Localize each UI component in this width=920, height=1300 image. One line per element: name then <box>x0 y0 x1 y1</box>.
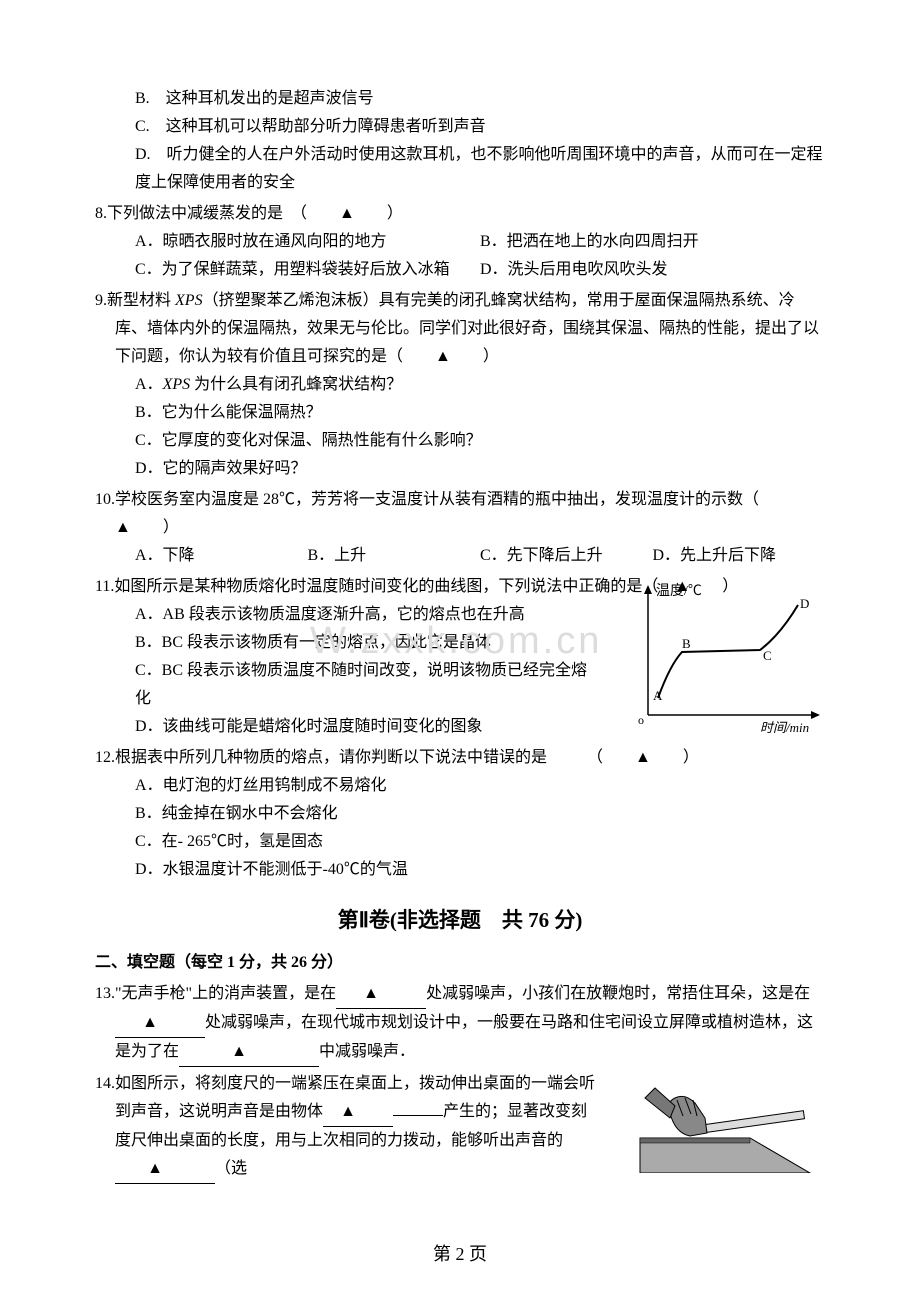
q14-blank1: ▲ <box>323 1098 393 1127</box>
q10-optC: C．先下降后上升 <box>480 542 653 570</box>
q8-optB: B．把洒在地上的水向四周扫开 <box>480 228 825 256</box>
q9-optA-xps: XPS <box>163 376 191 393</box>
q11-optD: D．该曲线可能是蜡熔化时温度随时间变化的图象 <box>135 713 595 741</box>
q13-p4: 中减弱噪声． <box>319 1043 415 1060</box>
q13-blank2: ▲ <box>115 1009 205 1038</box>
q10-optD: D．先上升后下降 <box>653 542 826 570</box>
q11-optA: A．AB 段表示该物质温度逐渐升高，它的熔点也在升高 <box>135 601 595 629</box>
q8-optC: C．为了保鲜蔬菜，用塑料袋装好后放入冰箱 <box>135 256 480 284</box>
q13-blank3: ▲ <box>179 1038 319 1067</box>
q9-stem-pre: 9.新型材料 <box>95 292 175 309</box>
q10-optA: A．下降 <box>135 542 308 570</box>
q8: 8.下列做法中减缓蒸发的是 （ ▲ ） A．晾晒衣服时放在通风向阳的地方 B．把… <box>95 200 825 284</box>
q9-optA-post: 为什么具有闭孔蜂窝状结构？ <box>194 376 402 393</box>
q14-blank1b <box>393 1115 443 1116</box>
q7-optD: D. 听力健全的人在户外活动时使用这款耳机，也不影响他听周围环境中的声音，从而可… <box>135 141 825 197</box>
q12: 12.根据表中所列几种物质的熔点，请你判断以下说法中错误的是 （ ▲ ） A．电… <box>95 744 825 884</box>
q9-optD: D．它的隔声效果好吗？ <box>135 455 825 483</box>
svg-text:A: A <box>653 688 663 703</box>
q9-xps: XPS <box>175 292 203 309</box>
q9-optC: C．它厚度的变化对保温、隔热性能有什么影响？ <box>135 427 825 455</box>
q13: 13."无声手枪"上的消声装置，是在▲处减弱噪声，小孩们在放鞭炮时，常捂住耳朵，… <box>95 980 825 1067</box>
q13-p2: 处减弱噪声，小孩们在放鞭炮时，常捂住耳朵，这是在 <box>426 985 810 1002</box>
q7-optC: C. 这种耳机可以帮助部分听力障碍患者听到声音 <box>135 113 825 141</box>
q13-p1: 13."无声手枪"上的消声装置，是在 <box>95 985 336 1002</box>
svg-text:时间/min: 时间/min <box>760 720 809 735</box>
page-number: 第 2 页 <box>0 1239 920 1271</box>
q11-optC: C．BC 段表示该物质温度不随时间改变，说明该物质已经完全熔化 <box>135 657 595 713</box>
q9: 9.新型材料 XPS（挤塑聚苯乙烯泡沫板）具有完美的闭孔蜂窝状结构，常用于屋面保… <box>95 287 825 483</box>
q8-optA: A．晾晒衣服时放在通风向阳的地方 <box>135 228 480 256</box>
svg-text:C: C <box>763 648 772 663</box>
q14-figure <box>635 1078 815 1173</box>
q9-optA: A．XPS 为什么具有闭孔蜂窝状结构？ <box>135 371 825 399</box>
svg-text:B: B <box>682 636 691 651</box>
q11-chart: A B C D 温度/℃ 时间/min o <box>620 580 825 735</box>
section2-heading: 二、填空题（每空 1 分，共 26 分） <box>95 949 825 977</box>
q9-optB: B．它为什么能保温隔热？ <box>135 399 825 427</box>
q13-blank1: ▲ <box>336 980 426 1009</box>
q8-optD: D．洗头后用电吹风吹头发 <box>480 256 825 284</box>
q7-optB: B. 这种耳机发出的是超声波信号 <box>135 85 825 113</box>
section2-title: 第Ⅱ卷(非选择题 共 76 分) <box>95 902 825 939</box>
q12-optB: B．纯金掉在钢水中不会熔化 <box>135 800 825 828</box>
q12-stem: 12.根据表中所列几种物质的熔点，请你判断以下说法中错误的是 （ ▲ ） <box>95 744 825 772</box>
q9-optA-pre: A． <box>135 376 163 393</box>
q10-stem: 10.学校医务室内温度是 28℃，芳芳将一支温度计从装有酒精的瓶中抽出，发现温度… <box>95 486 825 542</box>
q10-optB: B．上升 <box>308 542 481 570</box>
svg-text:D: D <box>800 596 809 611</box>
q14-blank2: ▲ <box>115 1155 215 1184</box>
q12-optA: A．电灯泡的灯丝用钨制成不易熔化 <box>135 772 825 800</box>
svg-text:温度/℃: 温度/℃ <box>656 583 702 599</box>
q8-stem: 8.下列做法中减缓蒸发的是 （ ▲ ） <box>95 200 825 228</box>
q12-optD: D．水银温度计不能测低于-40℃的气温 <box>135 856 825 884</box>
svg-text:o: o <box>638 713 644 727</box>
q14: 14.如图所示，将刻度尺的一端紧压在桌面上，拨动伸出桌面的一端会听到声音，这说明… <box>95 1070 595 1184</box>
q9-stem-post: （挤塑聚苯乙烯泡沫板）具有完美的闭孔蜂窝状结构，常用于屋面保温隔热系统、冷库、墙… <box>115 292 819 365</box>
q14-p3: （选 <box>215 1160 247 1177</box>
q7-options: B. 这种耳机发出的是超声波信号 C. 这种耳机可以帮助部分听力障碍患者听到声音… <box>95 85 825 197</box>
q11-optB: B．BC 段表示该物质有一定的熔点，因此它是晶体 <box>135 629 595 657</box>
q10: 10.学校医务室内温度是 28℃，芳芳将一支温度计从装有酒精的瓶中抽出，发现温度… <box>95 486 825 570</box>
q12-optC: C．在- 265℃时，氢是固态 <box>135 828 825 856</box>
